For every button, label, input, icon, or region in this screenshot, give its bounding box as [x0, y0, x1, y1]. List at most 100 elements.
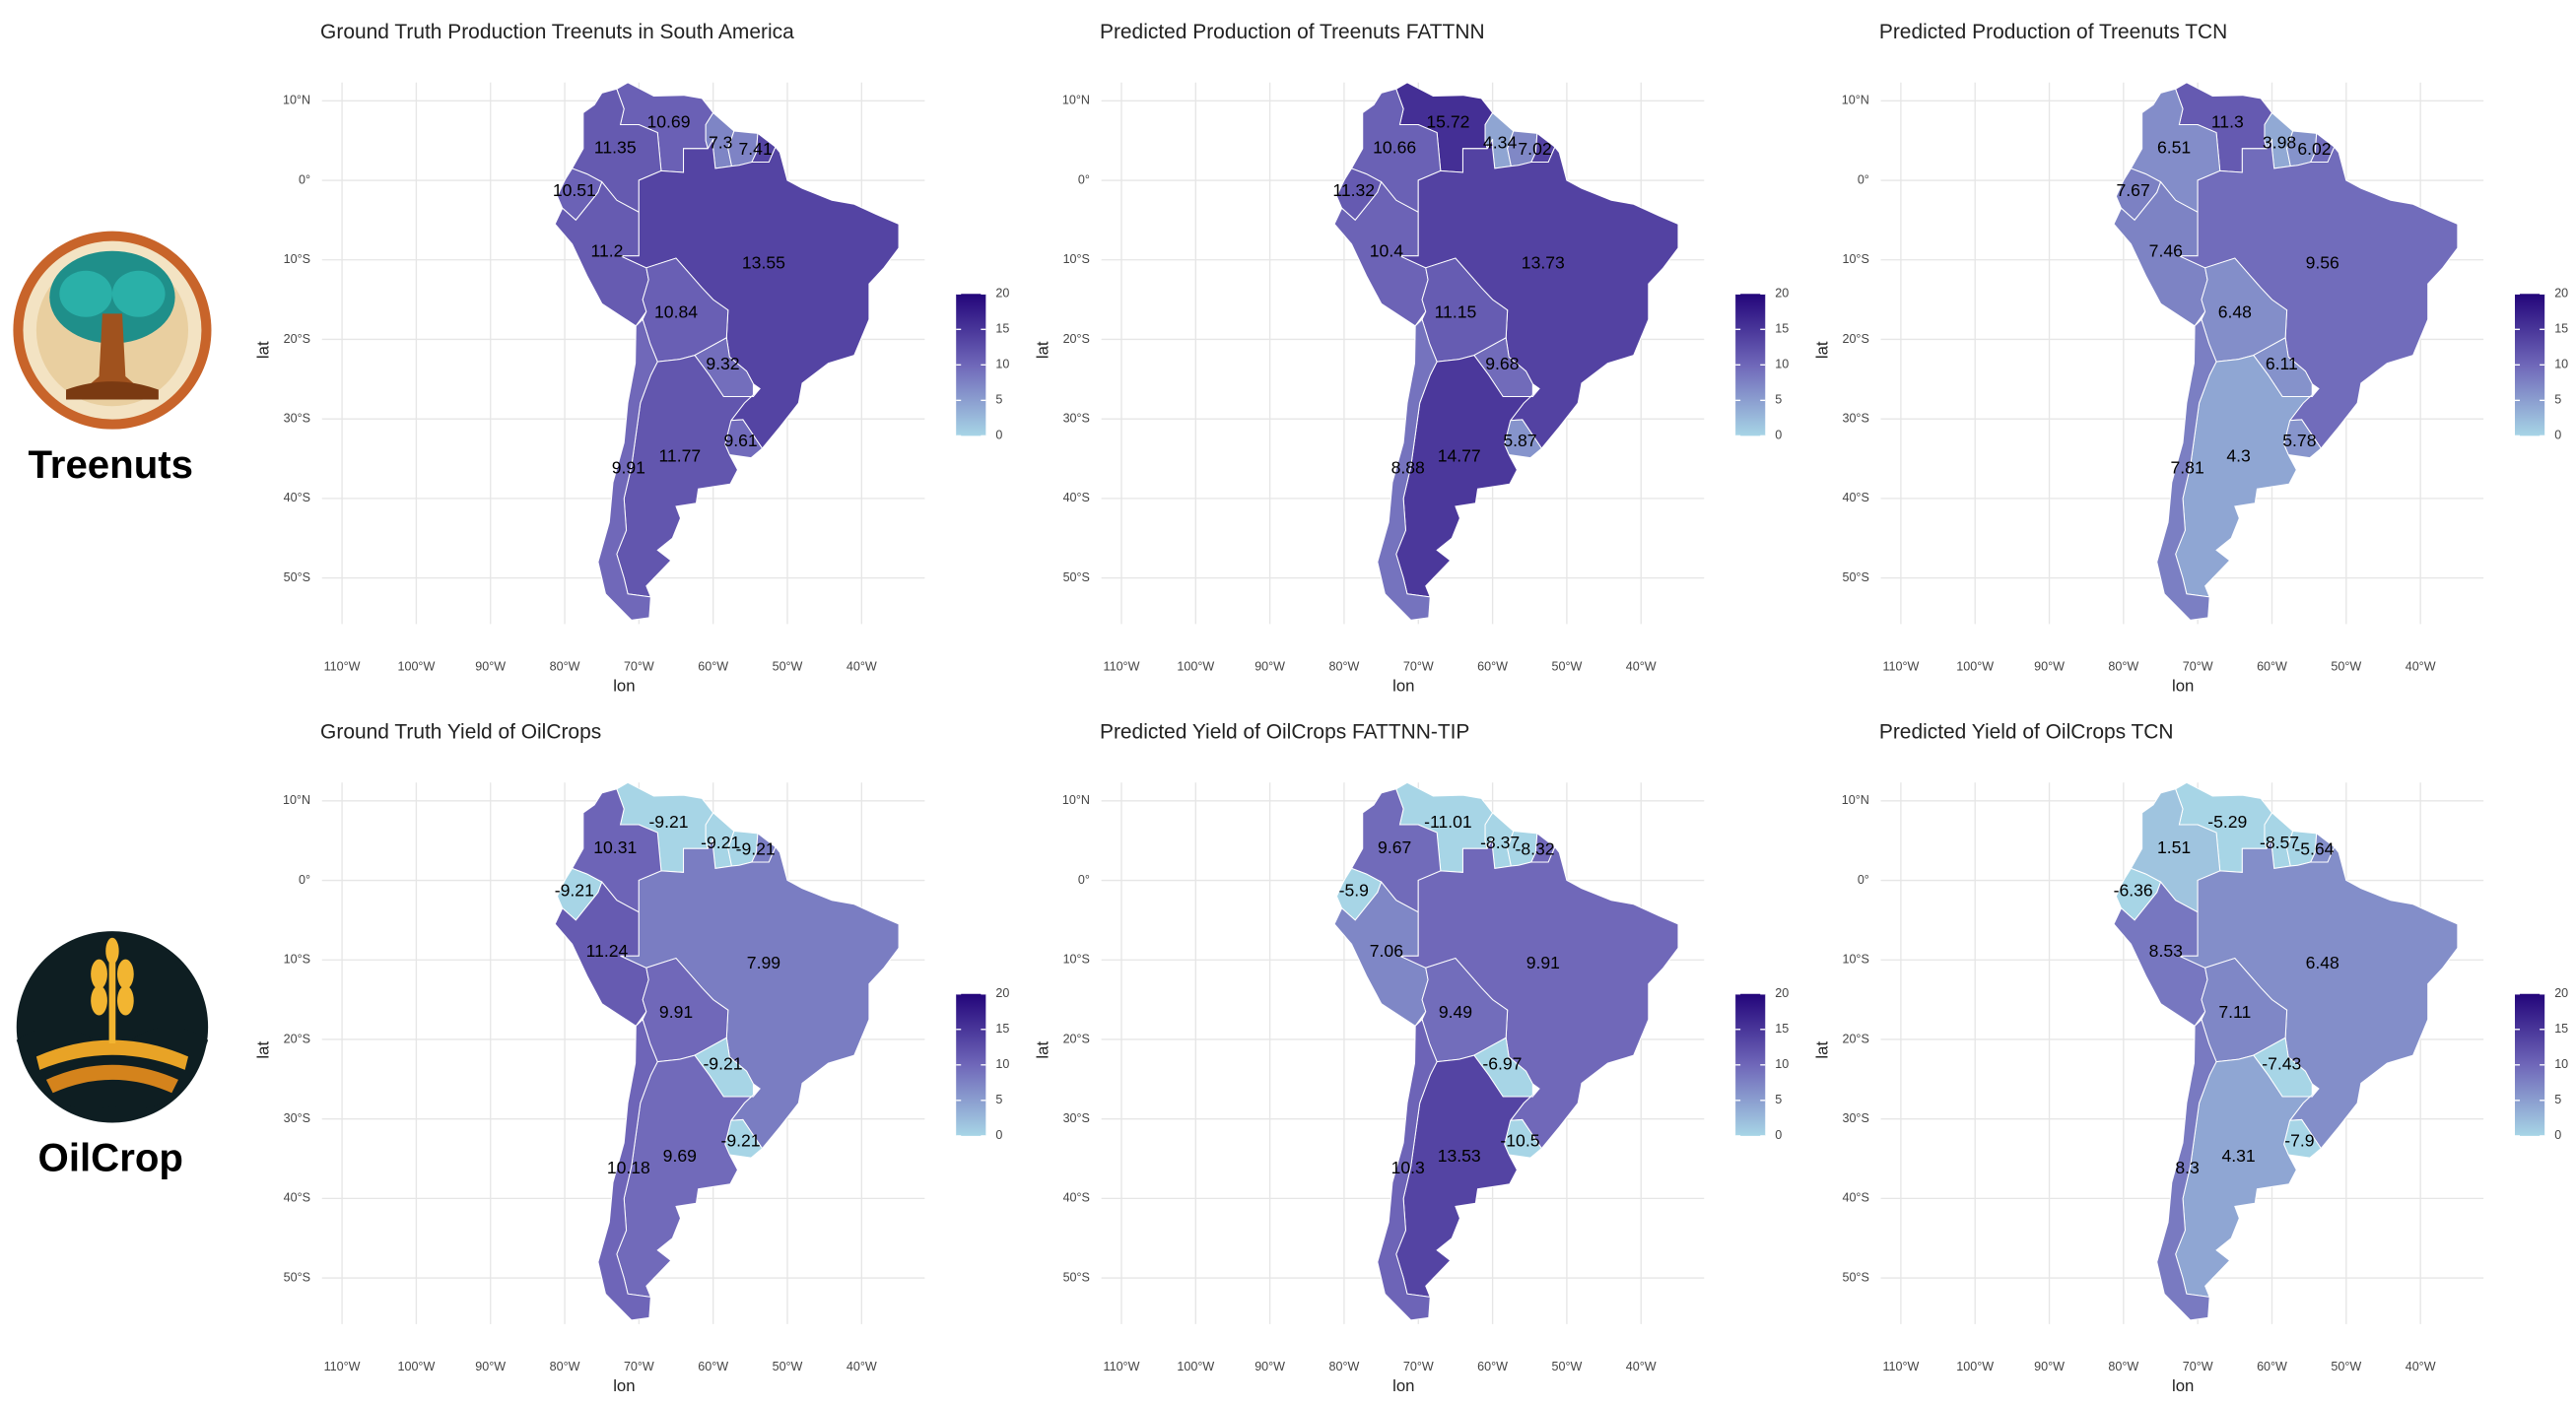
value-label: 10.69: [647, 112, 691, 132]
y-tick-label: 40°S: [1842, 1191, 1868, 1205]
value-label: 7.3: [709, 133, 732, 153]
value-label: 4.31: [2221, 1146, 2255, 1166]
x-tick-label: 110°W: [324, 659, 361, 673]
row-label: Treenuts: [28, 442, 193, 487]
value-label: 6.02: [2297, 139, 2331, 159]
value-label: -5.64: [2294, 839, 2334, 859]
y-axis-label: lat: [1033, 341, 1051, 359]
y-tick-label: 20°S: [1842, 332, 1868, 346]
value-label: 6.51: [2157, 137, 2191, 157]
value-label: 10.18: [607, 1158, 650, 1177]
value-label: -9.21: [736, 839, 776, 859]
y-tick-label: 20°S: [284, 1032, 310, 1045]
y-tick-label: 40°S: [1063, 491, 1090, 504]
value-label: 11.35: [594, 137, 637, 157]
value-label: -9.21: [648, 812, 688, 832]
oilcrop-logo: [16, 931, 209, 1123]
value-label: -8.32: [1515, 839, 1554, 859]
country: [751, 132, 777, 164]
x-tick-label: 80°W: [550, 1360, 580, 1373]
country: [1377, 318, 1438, 621]
x-tick-label: 110°W: [324, 1360, 361, 1373]
x-tick-label: 40°W: [847, 659, 877, 673]
x-axis-label: lon: [1392, 1376, 1414, 1395]
y-tick-label: 50°S: [1842, 1270, 1868, 1284]
colorbar-label: 15: [995, 1022, 1009, 1036]
y-tick-label: 10°S: [1063, 953, 1090, 967]
x-tick-label: 110°W: [1882, 1360, 1919, 1373]
treenuts-logo: [13, 231, 212, 430]
colorbar-label: 5: [995, 393, 1002, 407]
colorbar-label: 0: [2554, 429, 2561, 442]
colorbar-label: 20: [2554, 986, 2568, 1000]
x-tick-label: 110°W: [1882, 659, 1919, 673]
value-label: -9.21: [555, 880, 594, 900]
value-label: 5.87: [1503, 431, 1536, 450]
y-tick-label: 30°S: [1063, 411, 1090, 425]
x-tick-label: 80°W: [2108, 1360, 2138, 1373]
y-tick-label: 0°: [1858, 873, 1869, 887]
value-label: 7.06: [1370, 941, 1403, 961]
value-label: 9.68: [1485, 354, 1519, 373]
colorbar-label: 10: [1775, 358, 1789, 371]
x-axis-label: lon: [1392, 677, 1414, 696]
y-tick-label: 20°S: [1063, 332, 1090, 346]
x-tick-label: 70°W: [1403, 659, 1434, 673]
value-label: 9.61: [723, 431, 757, 450]
value-label: 11.15: [1435, 301, 1477, 321]
value-label: 4.34: [1483, 133, 1517, 153]
y-tick-label: 50°S: [1842, 570, 1868, 584]
value-label: 9.32: [706, 354, 739, 373]
x-axis-label: lon: [2172, 1376, 2194, 1395]
x-tick-label: 80°W: [1329, 659, 1360, 673]
colorbar-label: 5: [995, 1093, 1002, 1106]
y-tick-label: 10°S: [1842, 252, 1868, 266]
value-label: 3.98: [2263, 133, 2296, 153]
x-tick-label: 50°W: [1552, 1360, 1583, 1373]
country: [620, 138, 900, 449]
y-tick-label: 30°S: [1842, 411, 1868, 425]
value-label: 10.51: [553, 180, 596, 200]
x-tick-label: 90°W: [2034, 1360, 2065, 1373]
country: [1530, 832, 1556, 863]
y-axis-label: lat: [1812, 1041, 1831, 1059]
y-tick-label: 30°S: [1063, 1111, 1090, 1125]
x-tick-label: 80°W: [1329, 1360, 1360, 1373]
country: [2309, 832, 2336, 863]
value-label: -7.9: [2284, 1131, 2314, 1151]
y-tick-label: 0°: [1078, 172, 1090, 186]
country: [597, 318, 658, 621]
panel-title: Predicted Production of Treenuts TCN: [1879, 21, 2227, 43]
country: [2156, 318, 2217, 621]
y-axis-label: lat: [1033, 1041, 1051, 1059]
value-label: 11.24: [586, 941, 629, 961]
y-tick-label: 10°N: [1062, 94, 1090, 107]
value-label: 9.67: [1378, 837, 1411, 857]
value-label: 11.3: [2211, 112, 2244, 132]
panel-title: Predicted Yield of OilCrops TCN: [1879, 721, 2174, 744]
colorbar-label: 10: [2554, 1057, 2568, 1071]
country: [751, 832, 777, 863]
x-tick-label: 40°W: [847, 1360, 877, 1373]
value-label: 1.51: [2157, 837, 2191, 857]
value-label: 7.67: [2117, 180, 2150, 200]
x-axis-label: lon: [613, 1376, 635, 1395]
x-tick-label: 50°W: [2331, 659, 2361, 673]
panel-title: Predicted Production of Treenuts FATTNN: [1100, 21, 1485, 43]
colorbar-label: 10: [2554, 358, 2568, 371]
y-tick-label: 0°: [1078, 873, 1090, 887]
y-tick-label: 50°S: [284, 1270, 310, 1284]
x-tick-label: 70°W: [2183, 1360, 2213, 1373]
x-tick-label: 40°W: [1626, 1360, 1657, 1373]
y-tick-label: 40°S: [284, 1191, 310, 1205]
y-tick-label: 10°N: [1842, 793, 1869, 807]
x-tick-label: 110°W: [1104, 1360, 1140, 1373]
colorbar-label: 10: [1775, 1057, 1789, 1071]
x-tick-label: 90°W: [2034, 659, 2065, 673]
value-label: 9.56: [2306, 252, 2339, 272]
x-tick-label: 60°W: [1477, 1360, 1508, 1373]
y-tick-label: 10°S: [1842, 953, 1868, 967]
value-label: 10.66: [1373, 137, 1416, 157]
x-tick-label: 100°W: [1177, 1360, 1214, 1373]
